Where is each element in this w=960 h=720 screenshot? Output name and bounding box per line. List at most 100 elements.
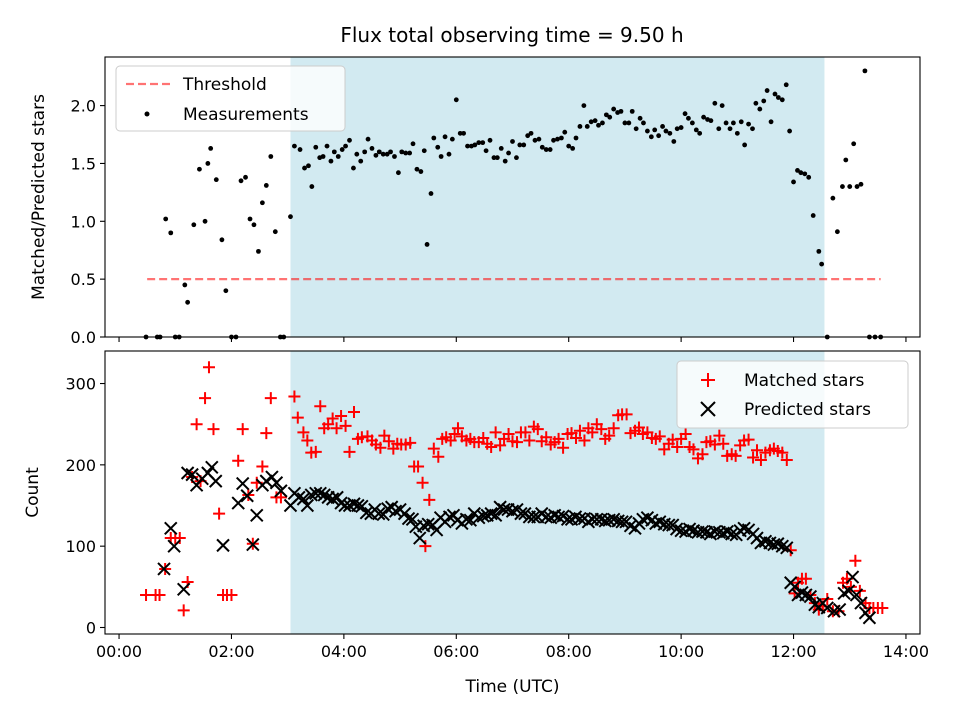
measurement-point — [678, 125, 684, 130]
measurement-point — [238, 178, 244, 184]
predicted-star-point — [493, 500, 507, 514]
measurement-point — [791, 179, 796, 185]
predicted-star-point — [359, 506, 374, 520]
predicted-star-point — [662, 518, 676, 532]
measurement-point — [424, 242, 430, 247]
measurement-point — [622, 120, 628, 126]
measurement-point — [396, 170, 401, 176]
measurement-point — [376, 149, 382, 155]
measurement-point — [686, 115, 691, 121]
measurement-point — [320, 154, 326, 159]
measurement-point — [607, 114, 613, 120]
matched-star-point — [485, 440, 498, 453]
bottom-y-axis-label: Count — [23, 467, 43, 518]
measurement-point — [539, 144, 545, 150]
measurement-point — [588, 119, 594, 125]
measurement-point — [603, 112, 609, 118]
matched-star-point — [451, 422, 464, 435]
measurement-point — [256, 248, 261, 254]
matched-star-point — [404, 436, 417, 449]
predicted-star-point — [505, 504, 520, 518]
legend-measurements-label: Measurements — [183, 105, 309, 125]
predicted-star-point — [573, 511, 587, 526]
matched-star-point — [849, 554, 862, 567]
matched-star-point — [301, 434, 314, 447]
measurement-point — [247, 216, 253, 222]
measurement-point — [487, 137, 493, 143]
predicted-star-point — [296, 492, 311, 506]
measurement-point — [641, 120, 646, 126]
measurement-point — [343, 143, 348, 149]
predicted-star-point — [527, 510, 541, 524]
measurement-point — [834, 229, 840, 235]
measurement-point — [779, 97, 785, 103]
predicted-star-point — [300, 498, 315, 513]
measurement-point — [734, 130, 740, 136]
measurement-point — [584, 124, 590, 129]
measurement-point — [581, 103, 587, 108]
measurement-point — [742, 142, 748, 148]
measurement-point — [521, 142, 527, 148]
matched-star-point — [444, 434, 457, 447]
matched-star-point — [620, 408, 633, 421]
measurement-point — [746, 121, 751, 127]
measurement-point — [428, 191, 434, 196]
measurement-point — [191, 222, 197, 228]
top-x-ticks — [118, 337, 907, 342]
matched-star-point — [260, 427, 273, 440]
matched-star-point — [382, 435, 395, 448]
x-tick-label: 10:00 — [658, 642, 704, 661]
measurement-point — [498, 146, 504, 151]
measurement-point — [185, 299, 191, 305]
measurement-point — [292, 143, 297, 149]
x-tick-label: 12:00 — [770, 642, 816, 661]
measurement-point — [802, 171, 808, 177]
legend-matched-swatch — [701, 373, 715, 387]
measurement-point — [648, 134, 654, 140]
matched-star-point — [573, 424, 586, 437]
measurement-point — [656, 133, 662, 139]
measurement-point — [854, 184, 860, 189]
top-y-ticks: 0.0 0.5 1.0 1.5 2.0 — [71, 97, 105, 347]
measurement-point — [600, 120, 605, 126]
matched-star-point — [713, 429, 726, 442]
predicted-star-point — [269, 476, 284, 490]
measurement-point — [407, 150, 413, 156]
measurement-point — [324, 143, 330, 149]
measurement-point — [369, 146, 375, 151]
predicted-star-point — [246, 537, 260, 552]
matched-star-point — [326, 412, 339, 425]
measurement-point — [618, 108, 624, 114]
x-tick-label: 02:00 — [208, 642, 254, 661]
measurement-point — [465, 143, 470, 149]
measurement-point — [362, 149, 368, 155]
measurement-point — [566, 143, 572, 149]
measurement-point — [163, 216, 169, 222]
measurement-point — [380, 151, 386, 157]
measurement-point — [543, 147, 549, 152]
matched-star-point — [236, 423, 249, 436]
predicted-star-point — [405, 512, 420, 527]
observing-window-top — [290, 57, 825, 337]
measurement-point — [806, 174, 812, 180]
measurement-point — [457, 130, 463, 136]
matched-star-point — [343, 445, 356, 458]
measurement-point — [757, 106, 763, 112]
top-legend: Threshold Measurements — [115, 65, 346, 132]
legend-predicted-label: Predicted stars — [744, 400, 871, 420]
measurement-point — [306, 163, 311, 169]
measurement-point — [764, 88, 770, 93]
top-panel: 0.0 0.5 1.0 1.5 2.0 Matched/Predicted stars — [29, 56, 921, 347]
matched-star-point — [274, 491, 287, 504]
x-tick-label: 08:00 — [546, 642, 592, 661]
measurement-point — [388, 149, 393, 155]
top-legend-box — [115, 65, 346, 132]
predicted-star-point — [421, 517, 435, 531]
figure-title: Flux total observing time = 9.50 h — [340, 23, 683, 47]
predicted-star-point — [180, 466, 195, 480]
measurement-point — [208, 146, 214, 151]
measurement-point — [483, 148, 489, 154]
matched-star-point — [225, 588, 238, 601]
predicted-star-point — [820, 601, 834, 615]
measurement-point — [339, 147, 345, 152]
